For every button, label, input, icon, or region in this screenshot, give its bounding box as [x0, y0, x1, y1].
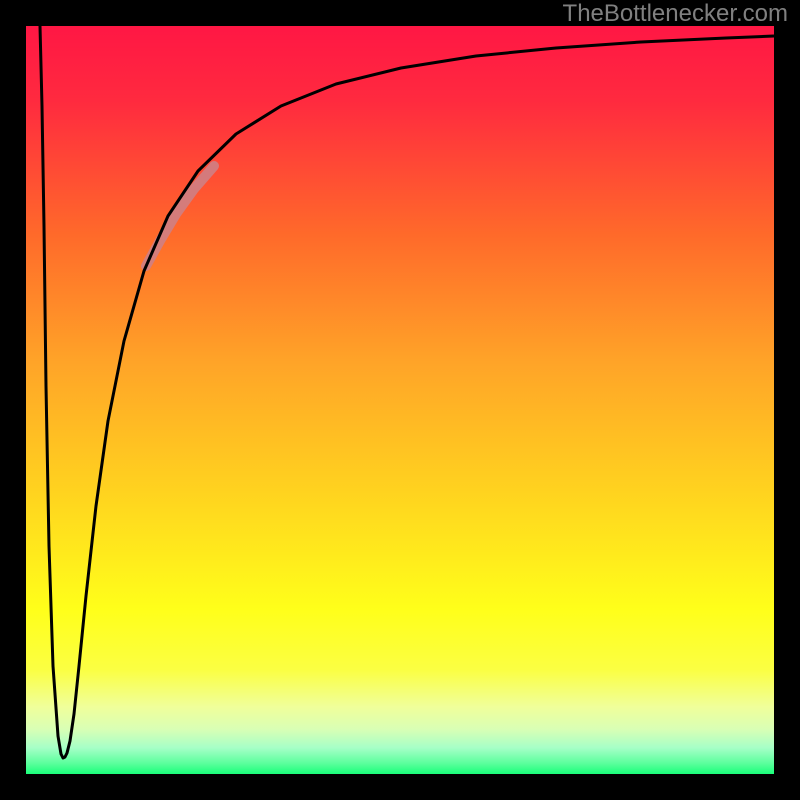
- watermark-text: TheBottlenecker.com: [563, 0, 788, 28]
- frame-border-bottom: [0, 774, 800, 800]
- bottleneck-curve: [40, 26, 774, 758]
- chart-frame: TheBottlenecker.com: [0, 0, 800, 800]
- frame-border-left: [0, 0, 26, 800]
- plot-area: [26, 26, 774, 774]
- frame-border-right: [774, 0, 800, 800]
- highlight-segment: [146, 166, 214, 266]
- curve-layer: [26, 26, 774, 774]
